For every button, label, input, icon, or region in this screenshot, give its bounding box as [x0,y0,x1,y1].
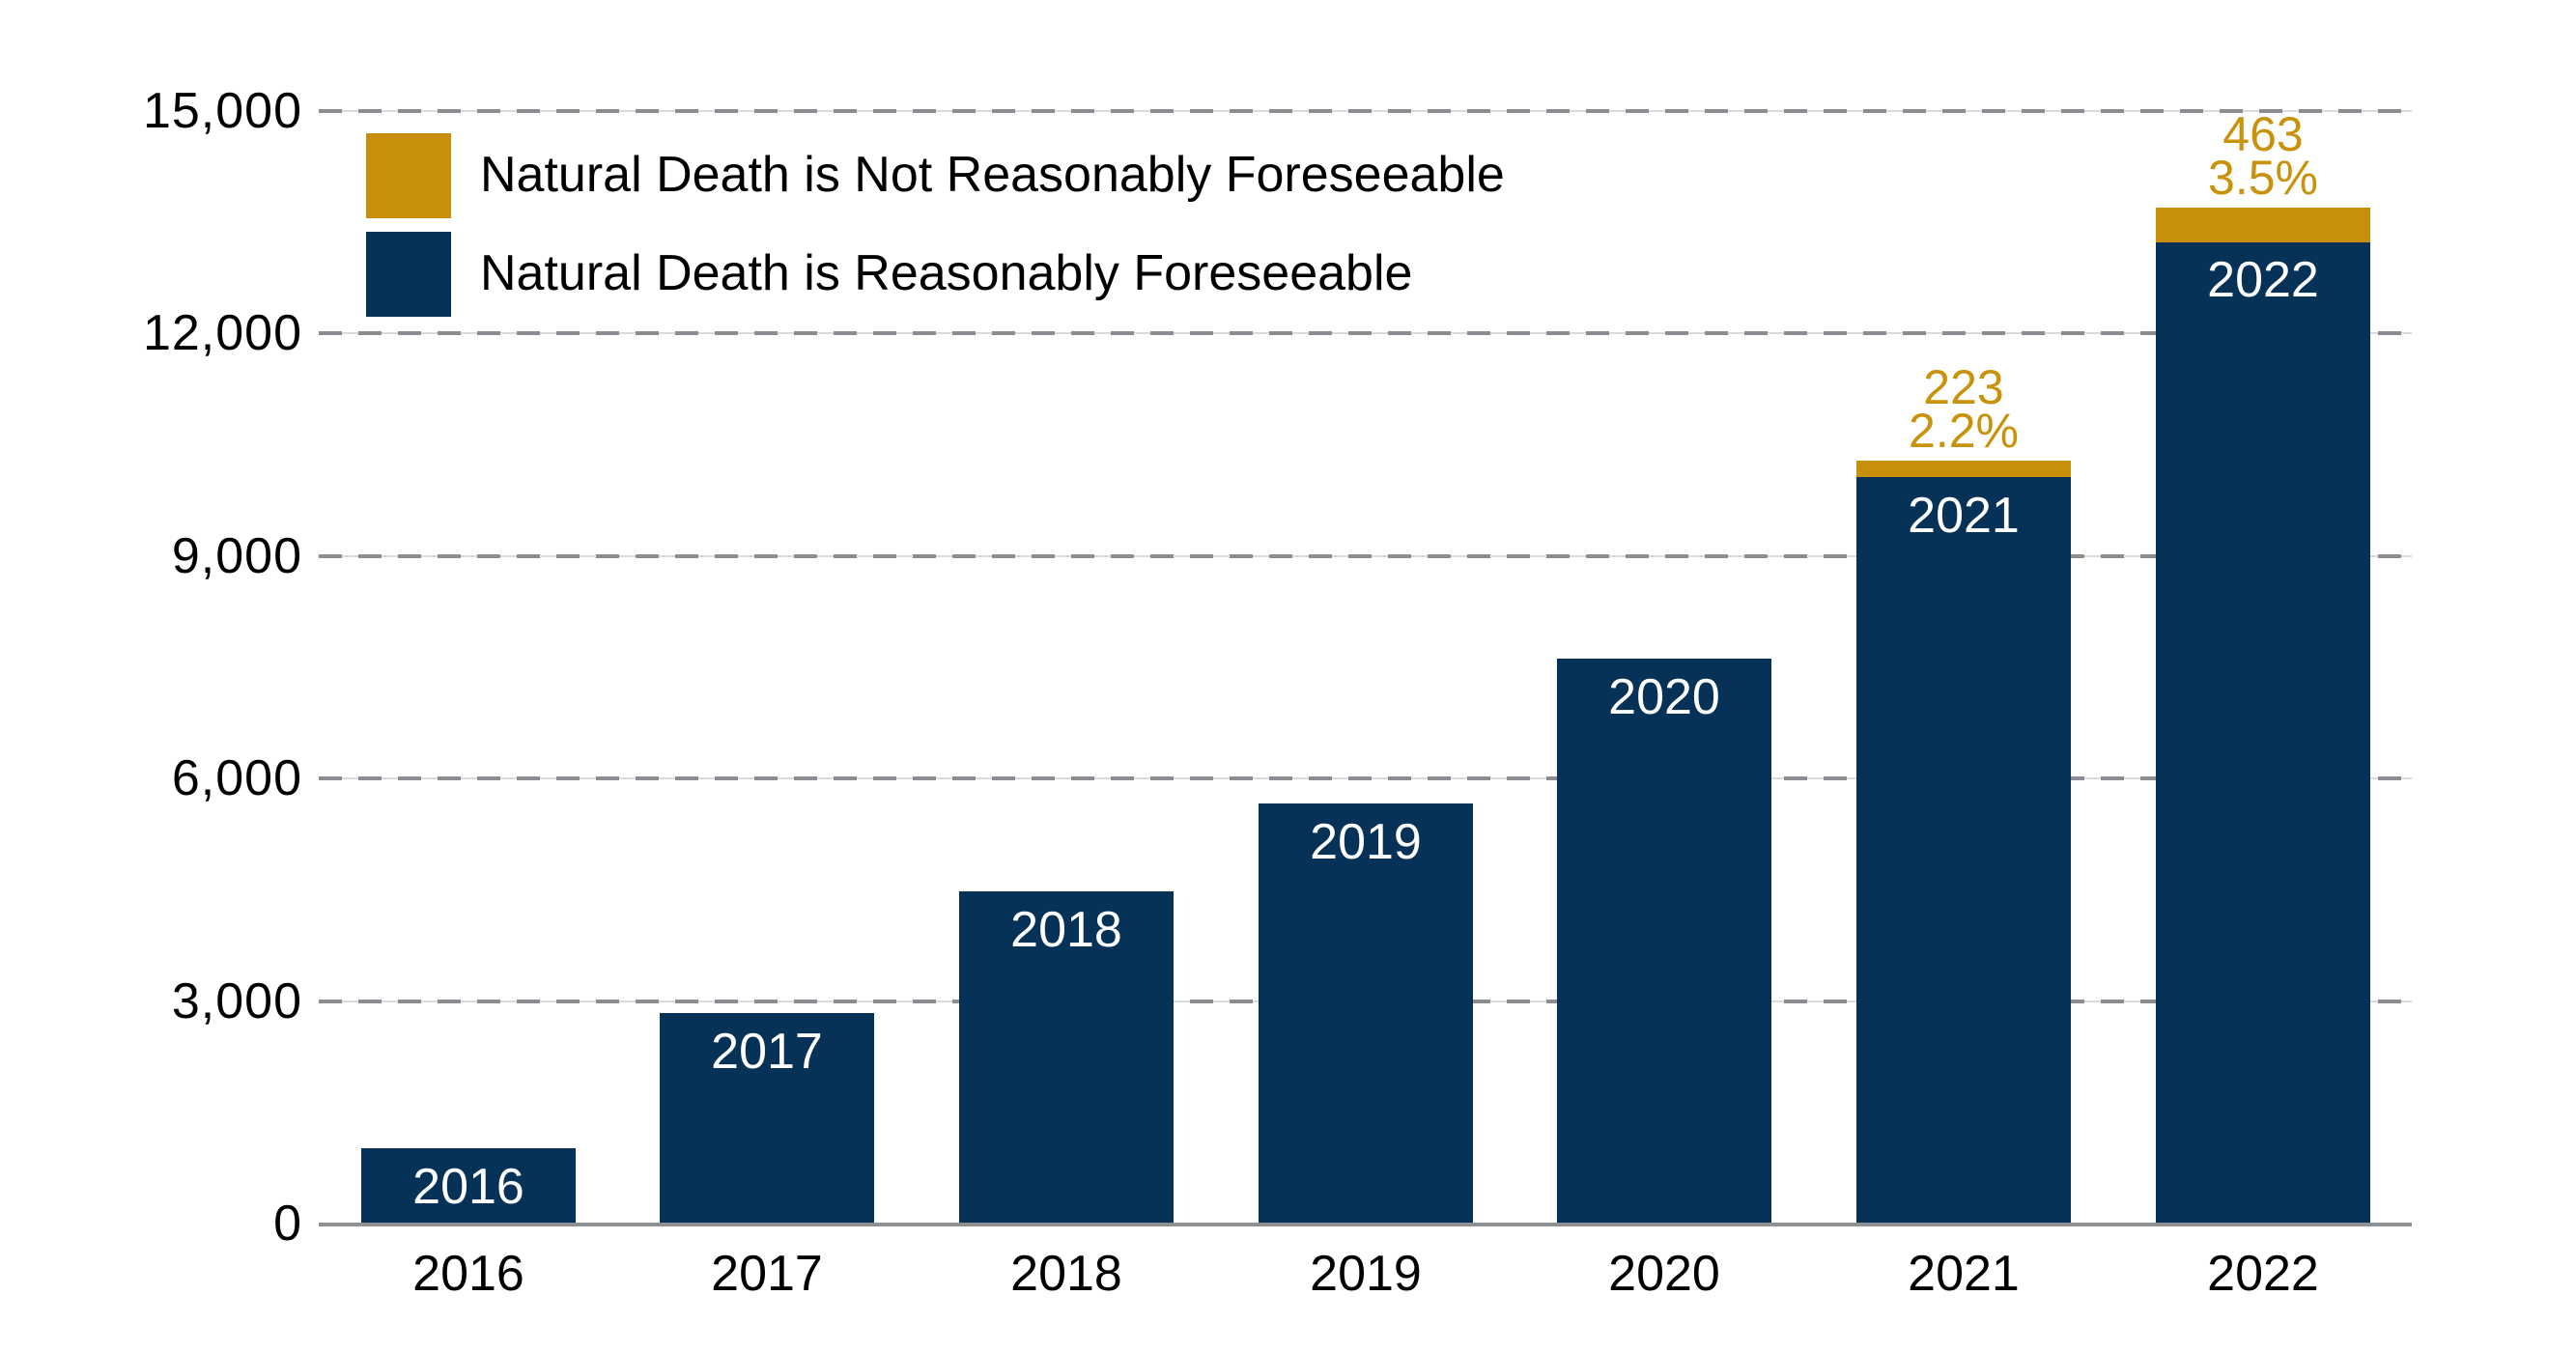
bar-reasonably-foreseeable-2019: 2019 [1259,803,1473,1224]
x-axis-tick-2018: 2018 [1010,1246,1122,1302]
gridline-6000 [319,775,2412,781]
bar-year-label-2019: 2019 [1310,814,1422,870]
annotation-2022: 463 3.5% [2208,107,2318,205]
bar-year-label-2018: 2018 [1010,902,1122,958]
gridline-9000 [319,553,2412,559]
y-axis-tick-15000: 15,000 [142,83,302,139]
bar-year-label-2016: 2016 [412,1159,524,1215]
y-axis-tick-9000: 9,000 [171,528,302,584]
gridline-15000 [319,108,2412,114]
legend-label-reasonably-foreseeable: Natural Death is Reasonably Foreseeable [480,244,1413,301]
bar-reasonably-foreseeable-2022: 2022 [2156,241,2370,1224]
legend-label-not-reasonably-foreseeable: Natural Death is Not Reasonably Foreseea… [480,146,1505,203]
x-axis-tick-2020: 2020 [1608,1246,1720,1302]
bar-reasonably-foreseeable-2018: 2018 [959,891,1174,1224]
annotation-2021: 223 2.2% [1909,360,2019,458]
y-axis-tick-0: 0 [273,1196,302,1252]
legend-swatch-gold [366,133,451,218]
bar-not-reasonably-foreseeable-2021 [1856,461,2071,477]
y-axis-tick-3000: 3,000 [171,973,302,1029]
x-axis-baseline [319,1223,2412,1226]
bar-reasonably-foreseeable-2017: 2017 [660,1013,874,1224]
x-axis-tick-2022: 2022 [2207,1246,2319,1302]
legend-swatch-navy [366,232,451,317]
y-axis-tick-12000: 12,000 [142,305,302,361]
gridline-12000 [319,330,2412,336]
bar-reasonably-foreseeable-2020: 2020 [1557,659,1771,1224]
x-axis-tick-2016: 2016 [412,1246,524,1302]
bar-reasonably-foreseeable-2016: 2016 [361,1148,576,1224]
bar-year-label-2017: 2017 [711,1024,823,1080]
x-axis-tick-2017: 2017 [711,1246,823,1302]
bar-year-label-2021: 2021 [1908,488,2020,544]
bar-year-label-2020: 2020 [1608,669,1720,725]
x-axis-tick-2021: 2021 [1908,1246,2020,1302]
bar-year-label-2022: 2022 [2207,252,2319,308]
bar-reasonably-foreseeable-2021: 2021 [1856,477,2071,1224]
y-axis-tick-6000: 6,000 [171,750,302,806]
x-axis-tick-2019: 2019 [1310,1246,1422,1302]
bar-not-reasonably-foreseeable-2022 [2156,208,2370,242]
